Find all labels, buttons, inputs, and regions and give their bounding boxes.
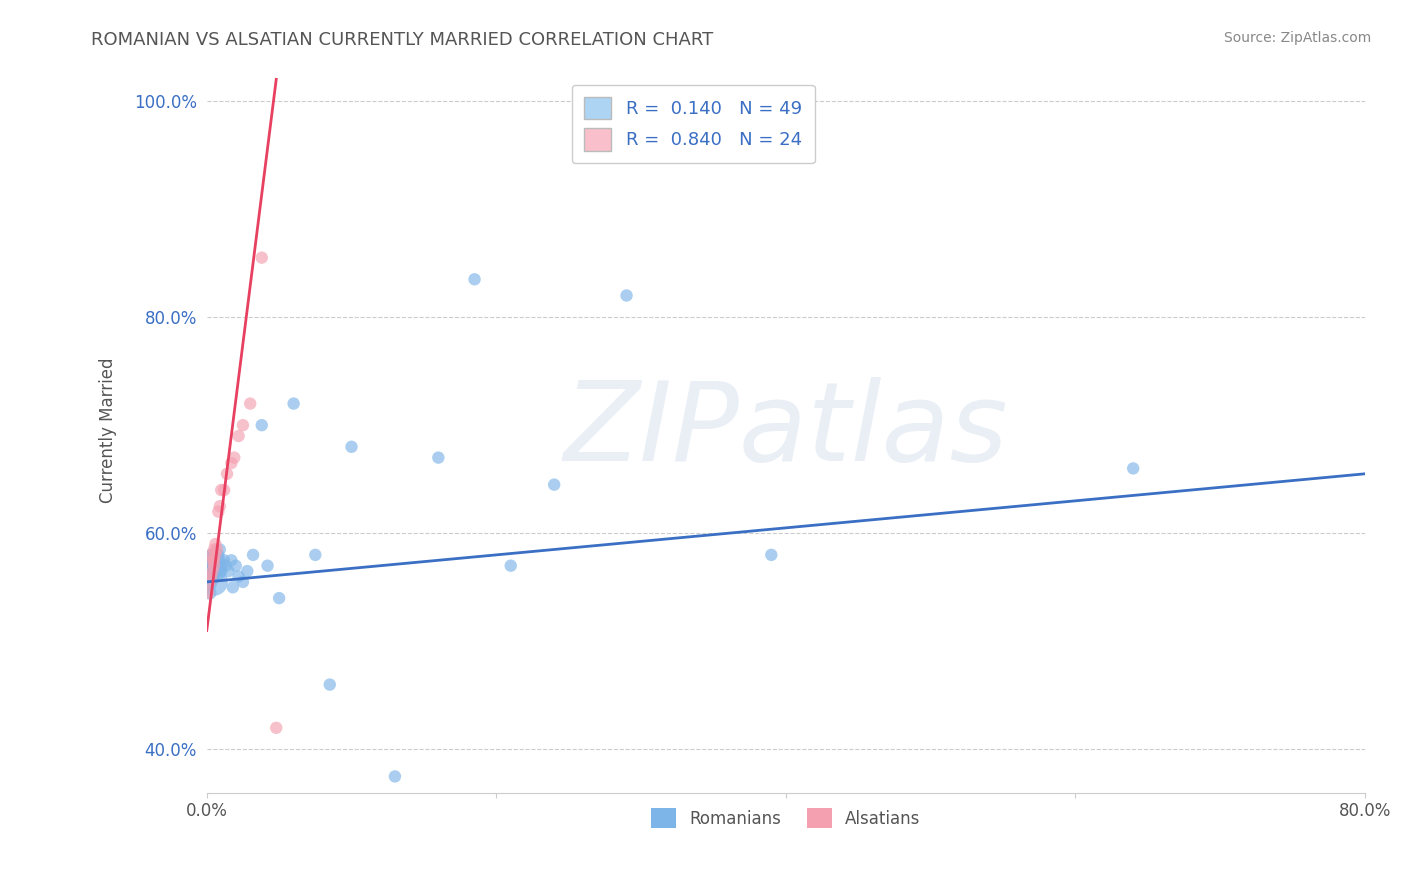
Point xyxy=(204,564,226,578)
Point xyxy=(197,574,219,589)
Point xyxy=(201,569,224,583)
Point xyxy=(340,440,363,454)
Point xyxy=(250,418,273,433)
Point xyxy=(761,548,783,562)
Point xyxy=(201,564,224,578)
Point xyxy=(221,456,243,470)
Point xyxy=(202,548,225,562)
Point xyxy=(283,396,305,410)
Point xyxy=(209,558,232,573)
Point xyxy=(202,558,225,573)
Point xyxy=(200,569,222,583)
Point xyxy=(208,542,231,557)
Point xyxy=(205,564,228,578)
Point xyxy=(209,564,232,578)
Point xyxy=(204,558,226,573)
Point xyxy=(204,548,226,562)
Point xyxy=(198,574,221,589)
Point xyxy=(499,558,522,573)
Point xyxy=(204,537,226,551)
Point xyxy=(209,483,232,497)
Point xyxy=(202,564,225,578)
Point xyxy=(208,553,231,567)
Point xyxy=(200,558,222,573)
Point xyxy=(207,558,229,573)
Point xyxy=(1122,461,1144,475)
Point xyxy=(232,418,254,433)
Point xyxy=(200,548,222,562)
Text: ROMANIAN VS ALSATIAN CURRENTLY MARRIED CORRELATION CHART: ROMANIAN VS ALSATIAN CURRENTLY MARRIED C… xyxy=(91,31,714,49)
Point xyxy=(205,548,228,562)
Point xyxy=(228,569,250,583)
Point xyxy=(201,558,224,573)
Point xyxy=(239,396,262,410)
Point xyxy=(242,548,264,562)
Point xyxy=(384,769,406,783)
Point xyxy=(198,585,221,599)
Point xyxy=(264,721,287,735)
Y-axis label: Currently Married: Currently Married xyxy=(100,358,117,503)
Point xyxy=(225,558,247,573)
Point xyxy=(215,467,238,481)
Point xyxy=(543,477,565,491)
Point xyxy=(204,553,226,567)
Point xyxy=(464,272,486,286)
Point xyxy=(319,677,342,691)
Point xyxy=(207,505,229,519)
Text: ZIPatlas: ZIPatlas xyxy=(564,377,1008,484)
Point xyxy=(202,542,225,557)
Point xyxy=(217,564,239,578)
Point xyxy=(269,591,291,606)
Point xyxy=(202,553,225,567)
Text: Source: ZipAtlas.com: Source: ZipAtlas.com xyxy=(1223,31,1371,45)
Point xyxy=(232,574,254,589)
Point xyxy=(200,548,222,562)
Point xyxy=(202,574,225,589)
Point xyxy=(198,553,221,567)
Point xyxy=(427,450,450,465)
Point xyxy=(616,288,638,302)
Point xyxy=(222,580,245,594)
Point xyxy=(212,483,235,497)
Legend: Romanians, Alsatians: Romanians, Alsatians xyxy=(645,801,927,835)
Point xyxy=(224,450,246,465)
Point xyxy=(236,564,259,578)
Point xyxy=(197,585,219,599)
Point xyxy=(250,251,273,265)
Point xyxy=(208,500,231,514)
Point xyxy=(304,548,326,562)
Point xyxy=(202,553,225,567)
Point xyxy=(256,558,278,573)
Point xyxy=(212,553,235,567)
Point xyxy=(201,553,224,567)
Point xyxy=(205,542,228,557)
Point xyxy=(221,553,243,567)
Point xyxy=(214,558,236,573)
Point xyxy=(207,548,229,562)
Point xyxy=(228,429,250,443)
Point xyxy=(200,564,222,578)
Point xyxy=(201,569,224,583)
